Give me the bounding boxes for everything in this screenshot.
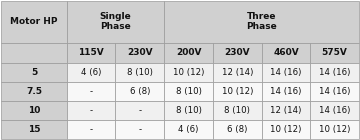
Bar (164, 43, 213, 63)
Text: 10: 10 (28, 106, 40, 115)
Bar (67, 120, 116, 139)
Bar (213, 63, 262, 82)
Text: 8 (10): 8 (10) (176, 87, 202, 96)
Text: 200V: 200V (176, 48, 201, 58)
Text: 6 (8): 6 (8) (130, 87, 150, 96)
Text: -: - (138, 125, 141, 134)
Text: 7.5: 7.5 (26, 87, 42, 96)
Bar (1, 43, 67, 63)
Bar (116, 82, 164, 101)
Text: Three
Phase: Three Phase (246, 12, 277, 32)
Bar (164, 120, 213, 139)
Text: -: - (138, 106, 141, 115)
Text: -: - (90, 87, 93, 96)
Bar (164, 101, 213, 120)
Bar (262, 82, 310, 101)
Text: Single
Phase: Single Phase (100, 12, 131, 32)
Bar (310, 120, 359, 139)
Bar (213, 101, 262, 120)
Bar (164, 1, 359, 43)
Bar (1, 120, 67, 139)
Text: 460V: 460V (273, 48, 299, 58)
Text: 8 (10): 8 (10) (224, 106, 250, 115)
Text: 10 (12): 10 (12) (173, 68, 204, 77)
Bar (1, 1, 67, 43)
Bar (67, 101, 116, 120)
Text: 230V: 230V (127, 48, 153, 58)
Bar (67, 1, 164, 43)
Text: 10 (12): 10 (12) (319, 125, 350, 134)
Bar (262, 101, 310, 120)
Text: -: - (90, 106, 93, 115)
Bar (116, 63, 164, 82)
Bar (262, 120, 310, 139)
Text: 14 (16): 14 (16) (319, 106, 350, 115)
Text: 12 (14): 12 (14) (270, 106, 302, 115)
Text: 8 (10): 8 (10) (176, 106, 202, 115)
Text: 10 (12): 10 (12) (221, 87, 253, 96)
Text: Motor HP: Motor HP (10, 17, 58, 26)
Bar (1, 63, 67, 82)
Bar (164, 63, 213, 82)
Text: 115V: 115V (78, 48, 104, 58)
Bar (213, 43, 262, 63)
Bar (262, 63, 310, 82)
Text: 15: 15 (28, 125, 40, 134)
Bar (116, 101, 164, 120)
Bar (310, 43, 359, 63)
Bar (1, 82, 67, 101)
Text: 5: 5 (31, 68, 37, 77)
Bar (310, 82, 359, 101)
Text: -: - (90, 125, 93, 134)
Text: 12 (14): 12 (14) (221, 68, 253, 77)
Bar (213, 82, 262, 101)
Bar (310, 101, 359, 120)
Text: 14 (16): 14 (16) (319, 68, 350, 77)
Bar (262, 43, 310, 63)
Text: 14 (16): 14 (16) (319, 87, 350, 96)
Bar (310, 63, 359, 82)
Text: 8 (10): 8 (10) (127, 68, 153, 77)
Bar (116, 120, 164, 139)
Bar (67, 82, 116, 101)
Bar (164, 82, 213, 101)
Text: 4 (6): 4 (6) (178, 125, 199, 134)
Bar (116, 43, 164, 63)
Bar (213, 120, 262, 139)
Text: 230V: 230V (224, 48, 250, 58)
Text: 575V: 575V (322, 48, 348, 58)
Text: 10 (12): 10 (12) (270, 125, 302, 134)
Text: 14 (16): 14 (16) (270, 87, 302, 96)
Bar (67, 63, 116, 82)
Text: 14 (16): 14 (16) (270, 68, 302, 77)
Text: 4 (6): 4 (6) (81, 68, 101, 77)
Bar (1, 101, 67, 120)
Bar (67, 43, 116, 63)
Text: 6 (8): 6 (8) (227, 125, 247, 134)
